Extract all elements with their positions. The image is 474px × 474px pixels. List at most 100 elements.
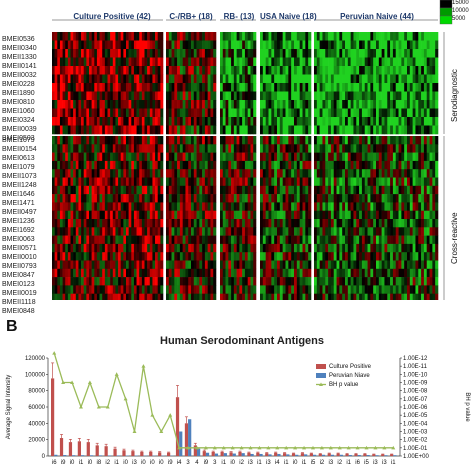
heatmap-cell [107,74,111,84]
heatmap-cell [73,285,77,294]
heatmap-cell [141,177,145,187]
heatmap-cell [191,235,195,245]
heatmap-cell [409,194,413,203]
heatmap-cell [253,152,257,162]
heatmap-cell [188,40,192,50]
heatmap-cell [131,32,135,41]
heatmap-cell [253,268,257,278]
heatmap-cell [376,243,380,253]
heatmap-cell [244,293,248,300]
heatmap-cell [333,125,337,135]
heatmap-cell [268,49,272,58]
heatmap-cell [268,260,272,270]
bar-culture-positive [193,445,197,456]
heatmap-cell [185,243,189,253]
heatmap-cell [429,235,433,245]
heatmap-cell [199,49,203,58]
heatmap-cell [253,293,257,300]
heatmap-cell [429,100,433,109]
heatmap-cell [139,194,143,203]
heatmap-cell [193,293,197,300]
heatmap-cell [356,144,360,153]
heatmap-cell [342,100,346,109]
heatmap-cell [231,49,235,58]
heatmap-cell [112,219,116,228]
heatmap-cell [435,219,439,228]
heatmap-cell [314,185,318,195]
heatmap-cell [78,252,82,261]
heatmap-cell [155,108,159,118]
heatmap-cell [322,252,326,261]
heatmap-cell [421,144,425,153]
heatmap-cell [199,136,203,145]
heatmap-cell [112,160,116,170]
heatmap-cell [160,91,164,101]
heatmap-cell [395,285,399,294]
heatmap-cell [373,293,377,300]
heatmap-cell [376,202,380,211]
heatmap-cell [160,185,164,195]
heatmap-cell [345,83,349,92]
heatmap-cell [149,83,153,92]
heatmap-cell [345,219,349,228]
heatmap-cell [231,108,235,118]
heatmap-cell [265,243,269,253]
heatmap-cell [305,49,309,58]
heatmap-cell [144,144,148,153]
heatmap-cell [364,144,368,153]
heatmap-cell [268,74,272,84]
heatmap-cell [262,160,266,170]
heatmap-cell [115,277,119,286]
heatmap-cell [412,219,416,228]
heatmap-cell [247,227,251,236]
heatmap-cell [322,210,326,220]
heatmap-cell [231,125,235,135]
heatmap-cell [412,202,416,211]
heatmap-cell [395,125,399,135]
heatmap-cell [115,40,119,50]
heatmap-cell [171,108,175,118]
heatmap-cell [73,32,77,41]
heatmap-cell [260,293,264,300]
heatmap-cell [107,277,111,286]
heatmap-cell [179,210,183,220]
heatmap-cell [57,235,61,245]
heatmap-cell [364,210,368,220]
heatmap-cell [373,144,377,153]
heatmap-cell [112,40,116,50]
heatmap-cell [65,49,69,58]
heatmap-cell [213,57,217,67]
heatmap-cell [356,152,360,162]
heatmap-cell [239,100,243,109]
heatmap-cell [359,219,363,228]
heatmap-cell [67,136,71,145]
heatmap-cell [353,243,357,253]
heatmap-cell [378,169,382,178]
x-tick-label: i8 [96,460,101,466]
heatmap-cell [177,235,181,245]
heatmap-cell [415,243,419,253]
heatmap-cell [242,57,246,67]
heatmap-cell [330,194,335,203]
heatmap-cell [70,32,74,41]
heatmap-cell [435,136,439,145]
heatmap-cell [316,66,320,75]
heatmap-cell [398,144,402,153]
heatmap-cell [412,177,416,187]
heatmap-cell [193,194,197,203]
heatmap-cell [316,74,320,84]
heatmap-cell [147,74,151,84]
heatmap-cell [330,136,335,145]
heatmap-cell [404,32,408,41]
heatmap-cell [285,32,289,41]
heatmap-cell [115,57,119,67]
heatmap-cell [139,252,143,261]
heatmap-cell [345,277,349,286]
heatmap-cell [70,125,74,135]
heatmap-cell [136,160,140,170]
heatmap-cell [96,100,100,109]
heatmap-cell [73,91,77,101]
heatmap-cell [182,160,186,170]
heatmap-cell [333,293,337,300]
heatmap-cell [305,144,309,153]
